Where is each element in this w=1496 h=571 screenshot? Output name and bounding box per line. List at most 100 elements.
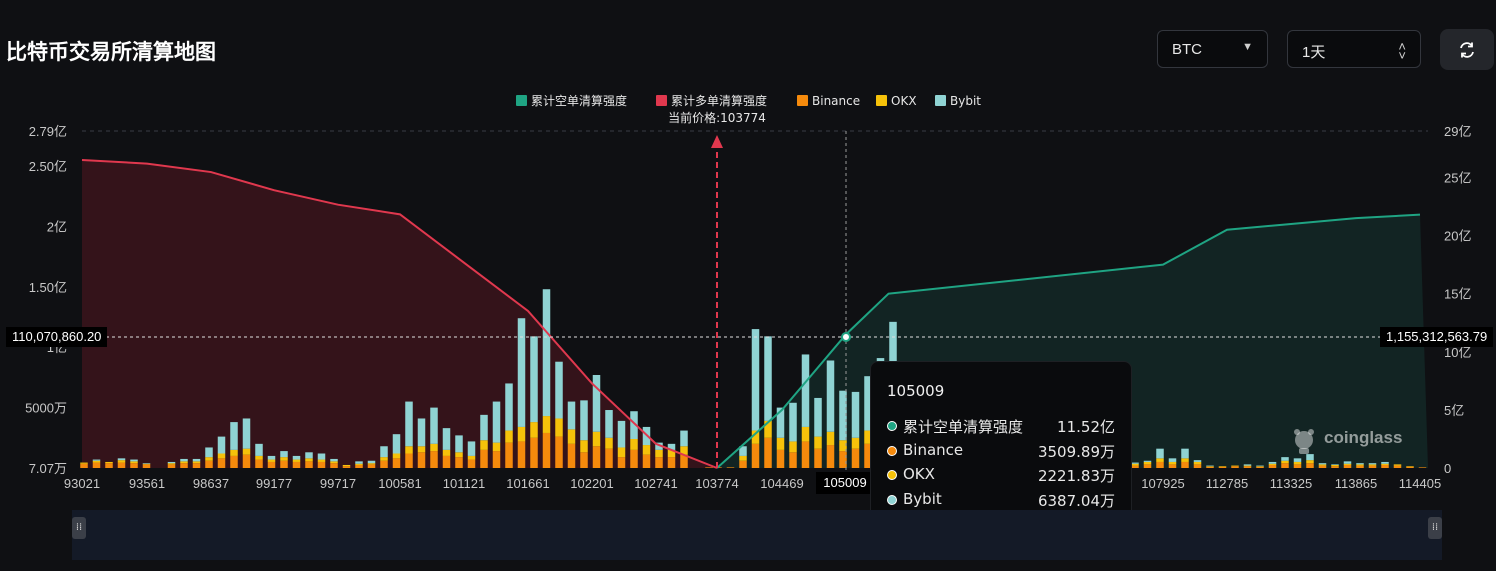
- okx-bar: [305, 458, 313, 462]
- navigator-left-handle[interactable]: ⁞⁞: [72, 517, 86, 539]
- okx-bar: [1381, 463, 1389, 465]
- binance-bar: [192, 463, 201, 468]
- binance-bar: [592, 446, 601, 468]
- refresh-button[interactable]: [1440, 29, 1494, 70]
- okx-bar: [1181, 458, 1189, 462]
- navigator-right-handle[interactable]: ⁞⁞: [1428, 517, 1442, 539]
- range-select-value: 1天: [1302, 44, 1326, 61]
- bybit-bar: [751, 329, 760, 431]
- legend: 累计空单清算强度 累计多单清算强度 Binance OKX Bybit: [516, 93, 981, 108]
- binance-bar: [455, 457, 463, 468]
- binance-bar: [530, 437, 538, 468]
- okx-bar: [342, 464, 351, 467]
- okx-bar: [1256, 466, 1264, 467]
- current-price-label: 当前价格:103774: [668, 110, 766, 125]
- binance-bar: [1156, 461, 1164, 468]
- okx-bar: [630, 439, 638, 450]
- okx-bar: [1356, 464, 1364, 466]
- left-axis-tick: 2.79亿: [29, 124, 67, 139]
- bybit-bar: [280, 451, 288, 458]
- bybit-bar: [255, 443, 263, 456]
- tooltip-row-value: 11.52亿: [1057, 418, 1115, 436]
- okx-bar: [405, 446, 413, 454]
- binance-bar: [1206, 466, 1214, 468]
- okx-bar: [851, 437, 860, 449]
- binance-bar: [280, 460, 288, 468]
- okx-bar: [530, 422, 538, 438]
- binance-bar: [642, 454, 651, 468]
- okx-bar: [280, 457, 288, 461]
- bybit-bar: [826, 360, 835, 432]
- okx-bar: [492, 442, 501, 452]
- bybit-bar: [1131, 462, 1139, 464]
- okx-bar: [292, 459, 301, 462]
- binance-bar: [1181, 461, 1189, 468]
- bybit-bar: [667, 443, 676, 450]
- okx-bar: [467, 455, 476, 460]
- bybit-bar: [430, 407, 438, 444]
- range-navigator[interactable]: [72, 510, 1442, 560]
- bybit-bar: [530, 336, 538, 423]
- range-select[interactable]: 1天 ˄ ˅: [1287, 30, 1421, 68]
- tooltip-row: Binance 3509.89万: [887, 440, 1115, 462]
- legend-label: OKX: [891, 94, 917, 108]
- binance-bar: [555, 436, 563, 468]
- binance-bar: [605, 448, 613, 468]
- caret-down-icon: ▼: [1242, 41, 1253, 53]
- okx-bar: [205, 457, 213, 461]
- right-axis-tick: 25亿: [1444, 170, 1471, 185]
- binance-bar: [1256, 466, 1264, 468]
- bybit-bar: [1381, 461, 1389, 464]
- okx-bar: [317, 459, 326, 462]
- binance-bar: [751, 443, 760, 468]
- okx-bar: [1406, 466, 1414, 467]
- okx-bar: [776, 437, 785, 450]
- x-axis-tick: 93021: [64, 476, 100, 491]
- coin-select[interactable]: BTC ▼: [1157, 30, 1268, 68]
- bybit-bar: [1243, 464, 1252, 466]
- x-axis-tick: 112785: [1206, 476, 1248, 491]
- bybit-bar: [889, 321, 897, 400]
- bybit-bar: [1368, 463, 1377, 465]
- right-axis-tick: 15亿: [1444, 287, 1471, 302]
- okx-bar: [380, 457, 388, 461]
- binance-bar: [267, 461, 276, 468]
- okx-bar: [142, 463, 151, 465]
- okx-bar: [1206, 466, 1214, 467]
- bybit-bar: [1256, 465, 1264, 467]
- okx-bar: [580, 440, 588, 453]
- binance-bar: [1231, 466, 1239, 468]
- right-axis-tick: 29亿: [1444, 124, 1471, 139]
- series-dot: [887, 470, 897, 480]
- binance-bar: [480, 449, 488, 468]
- tooltip-row: 累计空单清算强度 11.52亿: [887, 415, 1115, 437]
- binance-bar: [1343, 464, 1352, 468]
- bybit-bar: [305, 452, 313, 459]
- series-dot: [887, 446, 897, 456]
- okx-bar: [1306, 460, 1314, 464]
- bybit-bar: [1143, 460, 1152, 462]
- binance-bar: [505, 442, 513, 468]
- left-axis-tick: 2亿: [47, 219, 67, 234]
- okx-bar: [1393, 464, 1402, 466]
- okx-bar: [801, 426, 810, 442]
- okx-bar: [105, 461, 113, 464]
- okx-bar: [764, 420, 772, 438]
- bybit-bar: [1156, 448, 1164, 459]
- bybit-bar: [1281, 457, 1289, 461]
- bybit-bar: [1193, 460, 1202, 462]
- bybit-bar: [1206, 465, 1214, 467]
- binance-bar: [467, 459, 476, 468]
- bybit-bar: [117, 458, 126, 461]
- legend-swatch: [876, 95, 887, 106]
- binance-bar: [180, 463, 188, 468]
- okx-bar: [267, 459, 276, 462]
- bybit-bar: [330, 458, 338, 462]
- okx-bar: [180, 461, 188, 464]
- binance-bar: [1306, 463, 1314, 468]
- bybit-bar: [355, 461, 363, 464]
- right-axis-tick: 10亿: [1444, 345, 1471, 360]
- binance-bar: [355, 464, 363, 468]
- x-axis-tick: 102741: [634, 476, 677, 491]
- x-axis-tick: 113325: [1270, 476, 1312, 491]
